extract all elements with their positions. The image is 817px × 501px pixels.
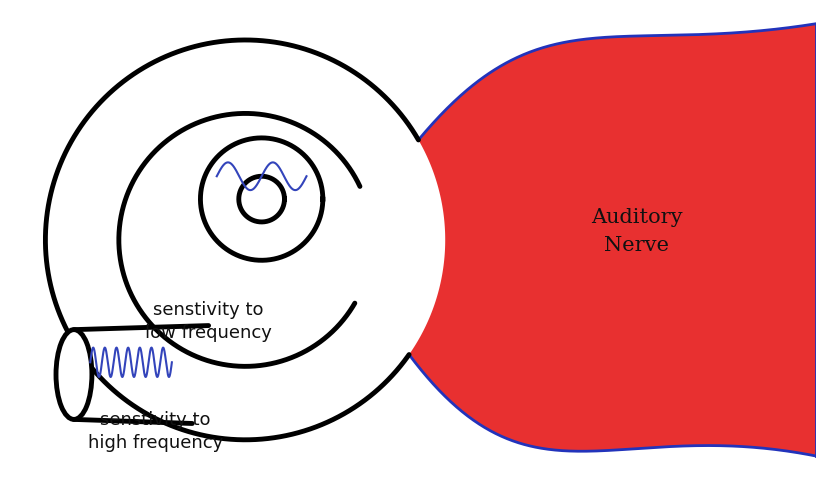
Text: senstivity to
high frequency: senstivity to high frequency — [88, 411, 223, 452]
Ellipse shape — [56, 330, 92, 419]
Text: Auditory
Nerve: Auditory Nerve — [592, 208, 683, 255]
Polygon shape — [74, 326, 208, 423]
Circle shape — [200, 138, 323, 261]
Polygon shape — [409, 24, 816, 456]
Text: senstivity to
low frequency: senstivity to low frequency — [145, 301, 272, 342]
Circle shape — [47, 42, 444, 438]
